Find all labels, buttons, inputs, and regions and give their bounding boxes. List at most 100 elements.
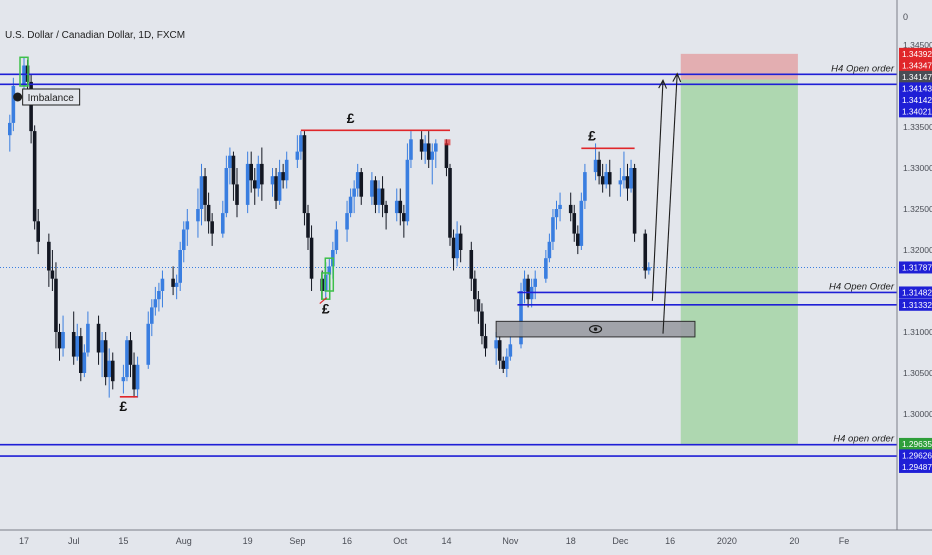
level-price-tag: 1.29487	[902, 462, 932, 472]
x-tick-label: 16	[665, 536, 675, 546]
candle	[377, 180, 381, 214]
eye-pupil	[593, 327, 598, 331]
x-tick-label: Nov	[502, 536, 519, 546]
candle	[125, 336, 129, 382]
level-price-tag-bg	[899, 449, 932, 462]
candle-body	[345, 213, 349, 230]
candle	[224, 155, 229, 218]
candle-body	[284, 159, 289, 181]
candle	[231, 151, 236, 201]
candle	[260, 147, 264, 201]
candle	[426, 131, 431, 168]
candle	[245, 151, 250, 214]
candle-body	[160, 278, 165, 291]
candle-body	[249, 163, 253, 181]
candle	[629, 159, 633, 193]
candle	[593, 143, 598, 181]
projection-arrow-line	[662, 73, 678, 334]
candles	[8, 57, 651, 398]
candle	[544, 250, 548, 283]
candle	[29, 73, 33, 144]
candle	[572, 204, 577, 242]
candle	[146, 311, 151, 369]
candle	[103, 332, 108, 386]
candle-body	[306, 213, 310, 238]
candle	[110, 352, 115, 390]
candle	[576, 225, 580, 255]
candle-body	[86, 323, 90, 353]
y-tick-label: 1.33000	[903, 163, 932, 173]
candle	[469, 241, 474, 291]
candle	[405, 143, 410, 226]
candle-body	[47, 241, 51, 271]
candle-body	[505, 356, 509, 369]
candle-body	[22, 65, 26, 86]
time-axis-panel[interactable]	[0, 530, 932, 550]
candle-body	[629, 168, 633, 189]
candle	[181, 221, 186, 263]
candle	[295, 135, 300, 168]
candle-body	[419, 139, 424, 152]
candle-body	[469, 250, 474, 279]
candle-body	[71, 332, 76, 357]
candle-body	[235, 184, 239, 205]
candle	[348, 188, 353, 218]
candle-body	[146, 323, 151, 365]
candle	[309, 225, 314, 291]
pound-mark: £	[322, 300, 330, 316]
eye-icon	[588, 325, 603, 334]
candle	[153, 286, 158, 316]
candle	[57, 323, 62, 361]
candle-body	[302, 135, 307, 214]
candle	[622, 151, 626, 189]
level-annotation: H4 Open order	[831, 63, 895, 74]
candle	[398, 188, 403, 226]
x-tick-label: 19	[243, 536, 253, 546]
candle	[249, 151, 253, 193]
candle	[210, 213, 214, 246]
chart-title: U.S. Dollar / Canadian Dollar, 1D, FXCM	[5, 30, 185, 41]
price-tag: 1.34143	[902, 83, 932, 93]
candle-body	[352, 188, 356, 197]
price-tag-bg	[899, 47, 932, 60]
candle	[434, 139, 438, 168]
pound-mark: £	[120, 398, 128, 414]
y-tick-label: 1.32000	[903, 245, 932, 255]
x-tick-label: 20	[789, 536, 799, 546]
candle-body	[473, 278, 477, 300]
candle-body	[643, 233, 648, 271]
candle-body	[96, 323, 101, 353]
candle	[451, 229, 456, 271]
candle	[583, 163, 587, 209]
pound-mark: £	[588, 127, 596, 143]
candle-body	[480, 311, 484, 337]
candle-body	[256, 163, 261, 189]
candle	[32, 125, 37, 230]
candle-body	[554, 209, 559, 218]
candle	[199, 163, 204, 226]
candle-body	[618, 180, 623, 185]
candle	[554, 200, 559, 230]
candle-body	[398, 200, 403, 214]
candle-body	[8, 122, 12, 136]
candle	[206, 192, 211, 234]
candle-body	[405, 159, 410, 222]
candle	[256, 155, 261, 197]
level-price-tag: 1.31482	[902, 287, 932, 297]
candle-body	[526, 278, 530, 300]
candle-body	[597, 159, 601, 177]
candle-body	[458, 233, 463, 250]
imbalance-label-box	[22, 88, 81, 106]
candle-body	[402, 213, 406, 222]
candle-body	[54, 278, 58, 332]
level-price-tag: 1.31332	[902, 300, 932, 310]
candle	[79, 327, 83, 382]
candle	[568, 192, 573, 222]
candle-body	[568, 204, 573, 214]
level-annotation: H4 Open Order	[829, 281, 895, 292]
candle-body	[632, 168, 637, 234]
candle	[370, 172, 374, 205]
candle	[54, 262, 58, 349]
candle-body	[171, 278, 175, 287]
